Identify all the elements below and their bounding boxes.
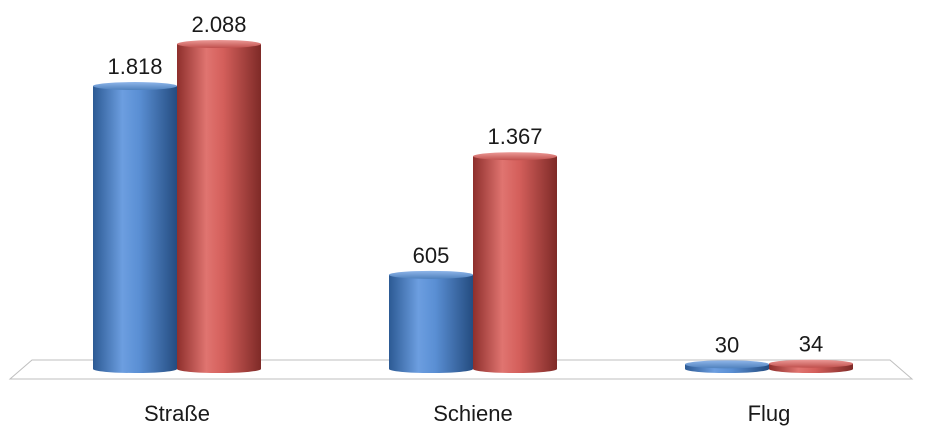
bar-body — [177, 44, 261, 373]
category-label: Straße — [144, 401, 210, 426]
bar-body — [389, 274, 473, 373]
bar-top — [389, 270, 473, 279]
bar-body — [473, 156, 557, 373]
bar-top — [177, 40, 261, 48]
bar-red-2 — [769, 359, 853, 373]
category-labels: Straße Schiene Flug — [144, 401, 790, 426]
bar-top — [473, 152, 557, 161]
bar-top — [685, 360, 769, 369]
data-label: 2.088 — [191, 12, 246, 37]
data-label: 1.367 — [487, 124, 542, 149]
data-label: 605 — [413, 243, 450, 268]
data-label: 34 — [799, 332, 823, 357]
bar-top — [769, 359, 853, 368]
bar-blue-2 — [685, 360, 769, 373]
category-label: Flug — [748, 401, 791, 426]
data-label: 30 — [715, 332, 739, 357]
bars-group: 1.818 2.088 605 1.367 30 34 — [93, 12, 853, 373]
bar-red-1 — [473, 152, 557, 373]
bar-blue-1 — [389, 270, 473, 373]
bar-top — [93, 82, 177, 91]
bar-red-0 — [177, 40, 261, 373]
bar-blue-0 — [93, 82, 177, 373]
category-label: Schiene — [433, 401, 513, 426]
data-label: 1.818 — [107, 54, 162, 79]
bar-body — [93, 86, 177, 373]
